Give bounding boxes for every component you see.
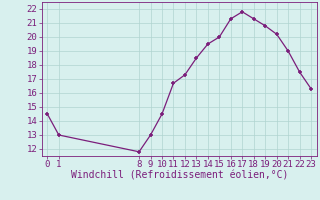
X-axis label: Windchill (Refroidissement éolien,°C): Windchill (Refroidissement éolien,°C) <box>70 171 288 181</box>
